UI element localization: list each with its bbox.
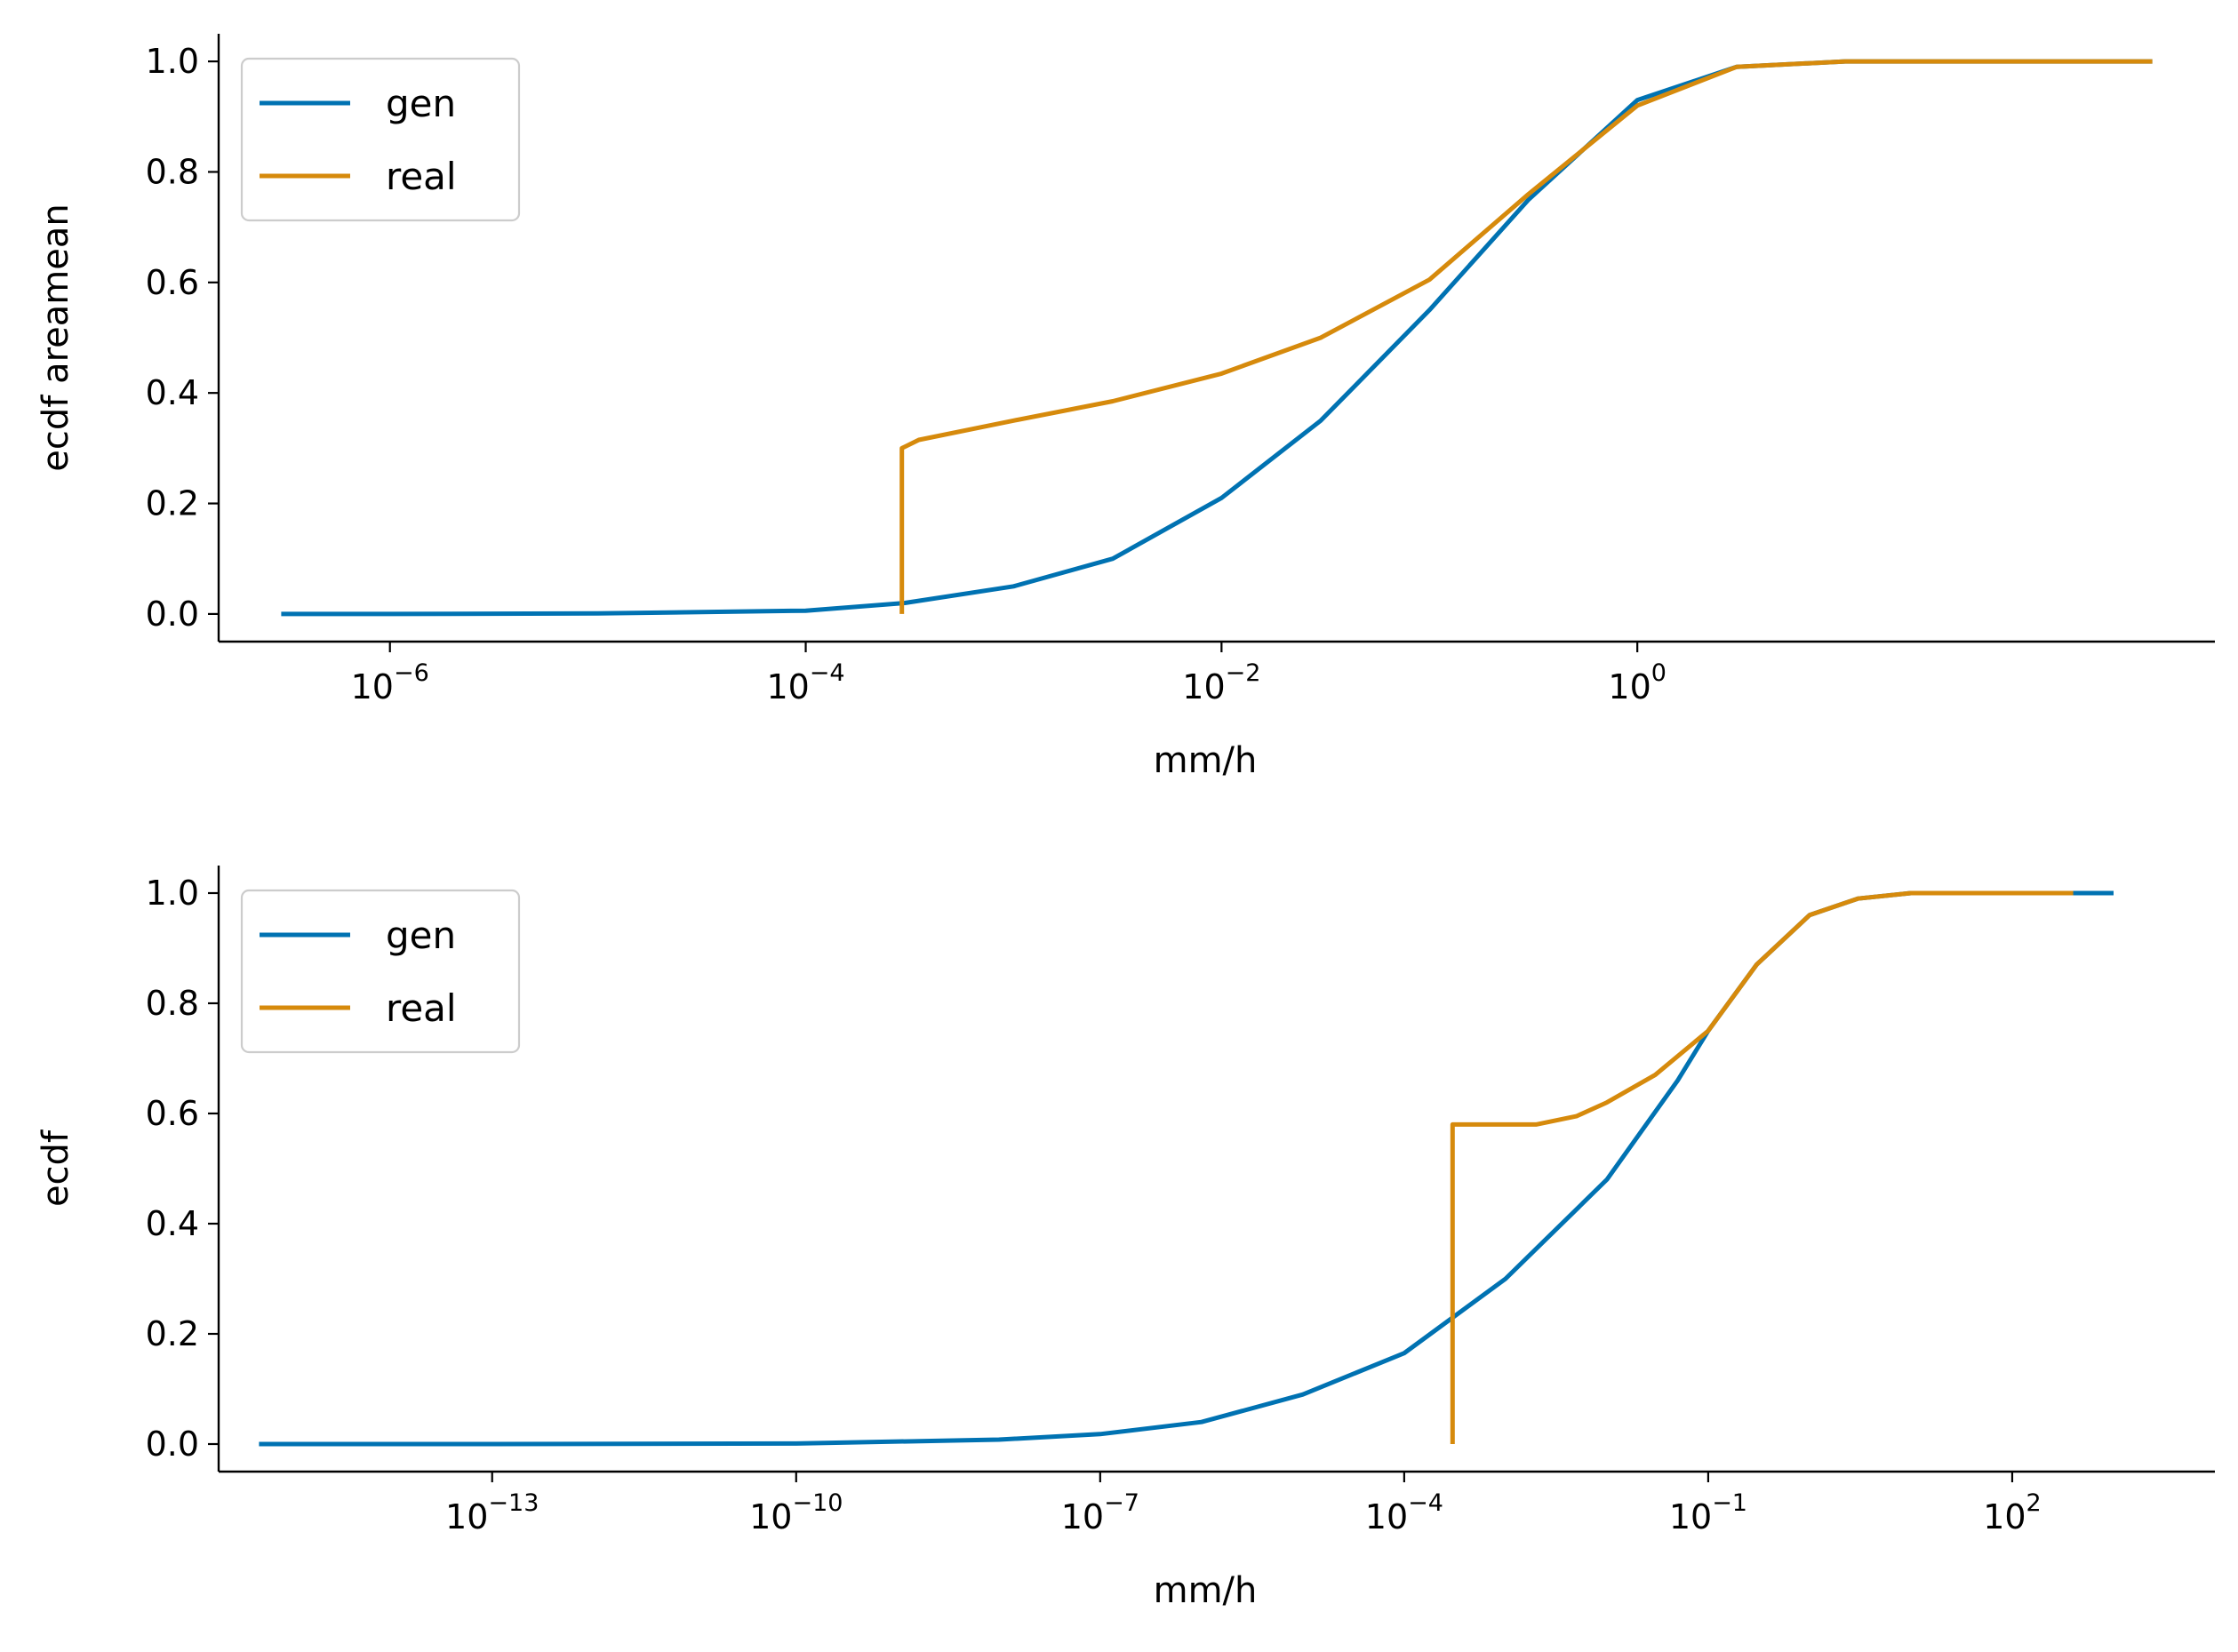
legend-frame <box>240 889 521 1054</box>
y-tick-label: 0.0 <box>146 1425 199 1464</box>
x-tick-label: 10−10 <box>749 1489 843 1536</box>
x-tick-exponent: −13 <box>488 1489 539 1517</box>
x-tick-label: 10−4 <box>766 659 844 706</box>
x-tick-exponent: 2 <box>2026 1489 2042 1517</box>
y-axis-label: ecdf <box>36 1129 76 1207</box>
series-line-gen <box>259 890 2114 1447</box>
y-tick-label: 0.8 <box>146 984 199 1023</box>
legend-label-gen: gen <box>386 914 456 957</box>
y-tick-label: 0.4 <box>146 1204 199 1243</box>
legend: gen real <box>240 57 521 222</box>
x-tick-exponent: −2 <box>1226 659 1261 687</box>
series-line-real <box>899 59 2153 614</box>
x-tick-label: 100 <box>1608 659 1667 706</box>
chart-ecdf: 0.00.20.40.60.81.010−13 10−10 10−7 10−4 10−1… <box>36 866 2215 1611</box>
x-tick-label: 10−2 <box>1182 659 1260 706</box>
legend-label-real: real <box>386 155 457 198</box>
x-tick-exponent: −6 <box>394 659 429 687</box>
legend: gen real <box>240 889 521 1054</box>
chart-areamean: 0.00.20.40.60.81.010−6 10−4 10−2 100mm/hecd… <box>36 34 2215 781</box>
x-tick-label: 102 <box>1983 1489 2042 1536</box>
y-axis-label: ecdf areamean <box>36 204 76 471</box>
x-axis-label: mm/h <box>1154 1570 1258 1611</box>
y-tick-label: 0.6 <box>146 263 199 302</box>
x-tick-base: 10 <box>1061 1497 1104 1536</box>
x-tick-label: 10−4 <box>1365 1489 1443 1536</box>
x-tick-base: 10 <box>1669 1497 1712 1536</box>
x-tick-exponent: −7 <box>1104 1489 1139 1517</box>
x-tick-base: 10 <box>1182 667 1225 706</box>
x-tick-exponent: −1 <box>1712 1489 1747 1517</box>
y-tick-label: 0.2 <box>146 1314 199 1353</box>
y-tick-label: 0.2 <box>146 484 199 523</box>
x-tick-exponent: −10 <box>792 1489 843 1517</box>
x-tick-base: 10 <box>1608 667 1651 706</box>
x-tick-label: 10−6 <box>351 659 429 706</box>
x-tick-label: 10−13 <box>445 1489 539 1536</box>
series-line-gen <box>281 59 2153 617</box>
y-tick-label: 1.0 <box>146 42 199 81</box>
x-tick-base: 10 <box>1983 1497 2026 1536</box>
x-tick-exponent: −4 <box>1408 1489 1443 1517</box>
x-tick-exponent: −4 <box>810 659 845 687</box>
x-tick-label: 10−7 <box>1061 1489 1139 1536</box>
legend-label-real: real <box>386 986 457 1030</box>
y-tick-label: 0.8 <box>146 152 199 191</box>
x-tick-label: 10−1 <box>1669 1489 1747 1536</box>
x-tick-base: 10 <box>749 1497 792 1536</box>
x-tick-base: 10 <box>1365 1497 1408 1536</box>
x-tick-base: 10 <box>351 667 394 706</box>
x-tick-base: 10 <box>445 1497 488 1536</box>
x-axis-label: mm/h <box>1154 740 1258 781</box>
legend-label-gen: gen <box>386 82 456 125</box>
legend-frame <box>240 57 521 222</box>
x-tick-base: 10 <box>766 667 809 706</box>
y-tick-label: 0.4 <box>146 373 199 412</box>
y-tick-label: 0.6 <box>146 1094 199 1133</box>
series-line-real <box>1450 890 2074 1444</box>
y-tick-label: 1.0 <box>146 874 199 913</box>
y-tick-label: 0.0 <box>146 595 199 634</box>
x-tick-exponent: 0 <box>1651 659 1667 687</box>
